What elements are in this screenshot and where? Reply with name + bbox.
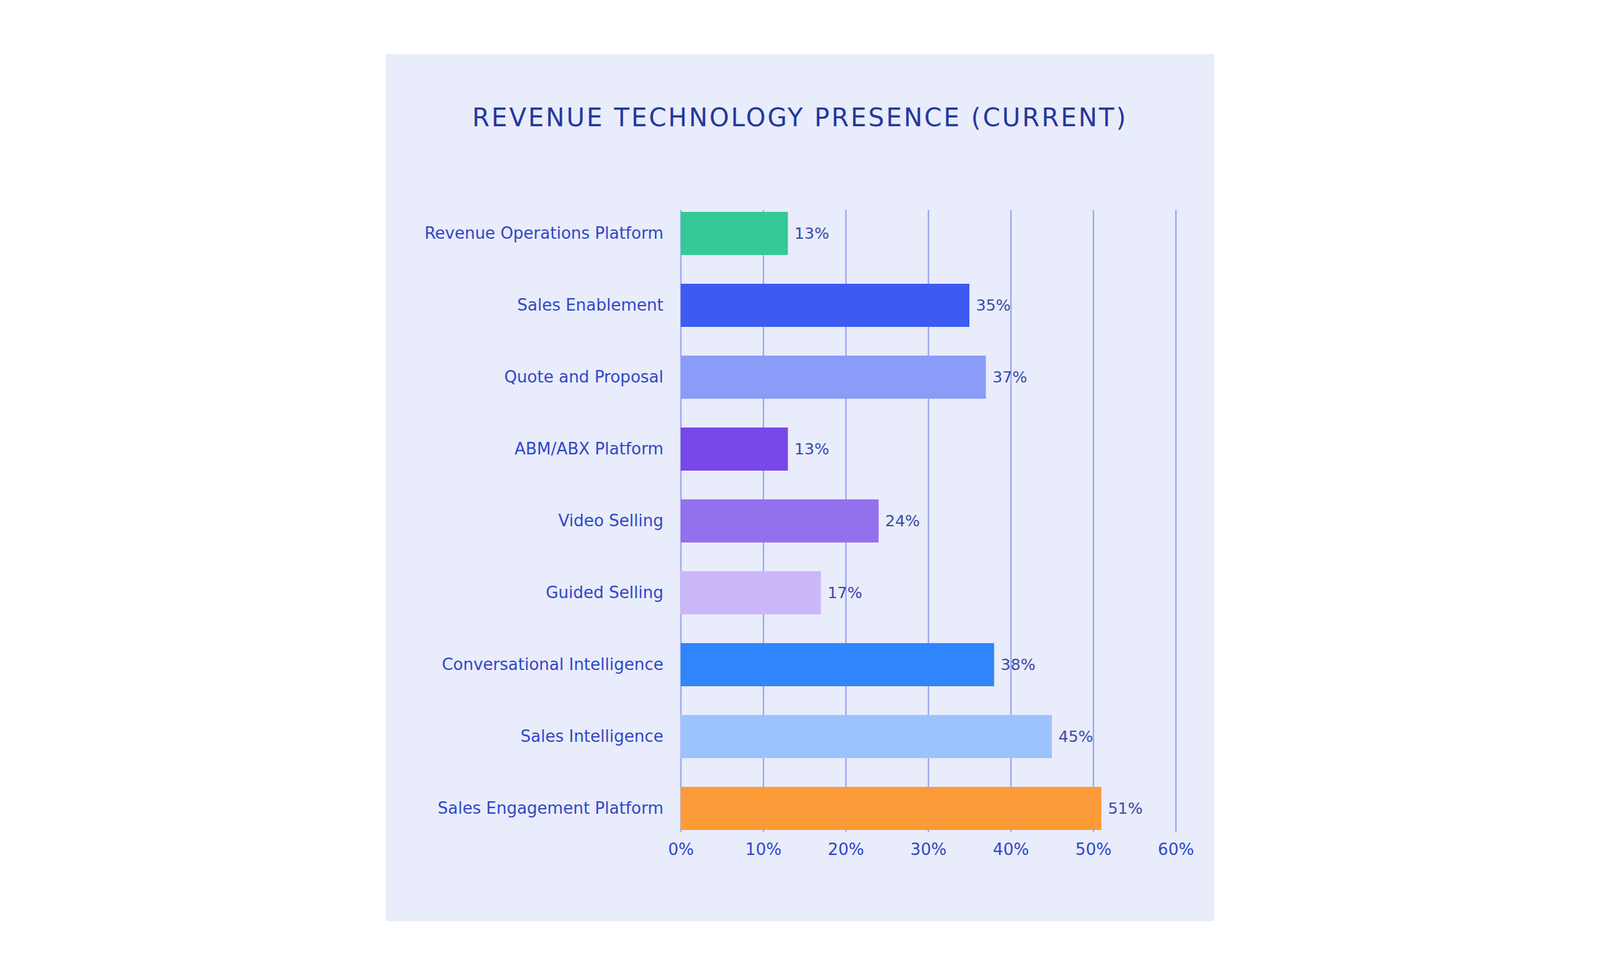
svg-text:Video Selling: Video Selling xyxy=(558,511,664,530)
svg-text:Sales Enablement: Sales Enablement xyxy=(516,295,664,315)
svg-text:20%: 20% xyxy=(828,840,865,859)
svg-text:10%: 10% xyxy=(745,840,782,859)
svg-text:13%: 13% xyxy=(794,224,830,243)
svg-text:38%: 38% xyxy=(1000,655,1036,674)
svg-text:Sales Intelligence: Sales Intelligence xyxy=(520,726,664,746)
svg-text:24%: 24% xyxy=(885,511,920,530)
html-text:REVENUE TECHNOLOGY PRESENCE (C: REVENUE TECHNOLOGY PRESENCE (CURRENT) xyxy=(472,102,1128,132)
svg-text:0%: 0% xyxy=(668,840,694,859)
svg-text:50%: 50% xyxy=(1075,840,1112,859)
svg-text:Quote and Proposal: Quote and Proposal xyxy=(504,367,664,387)
svg-text:Conversational Intelligence: Conversational Intelligence xyxy=(441,655,664,674)
svg-text:60%: 60% xyxy=(1158,840,1195,859)
svg-text:40%: 40% xyxy=(993,840,1030,859)
svg-text:Sales Engagement Platform: Sales Engagement Platform xyxy=(437,798,664,818)
svg-text:ABM/ABX Platform: ABM/ABX Platform xyxy=(514,439,664,459)
svg-text:35%: 35% xyxy=(976,296,1012,315)
svg-text:45%: 45% xyxy=(1058,727,1094,746)
svg-text:13%: 13% xyxy=(794,440,830,459)
svg-text:17%: 17% xyxy=(827,583,863,602)
svg-text:37%: 37% xyxy=(992,368,1028,387)
svg-text:Guided Selling: Guided Selling xyxy=(545,583,664,602)
svg-text:30%: 30% xyxy=(910,840,947,859)
svg-text:51%: 51% xyxy=(1108,799,1144,818)
svg-text:Revenue Operations Platform: Revenue Operations Platform xyxy=(424,223,664,243)
